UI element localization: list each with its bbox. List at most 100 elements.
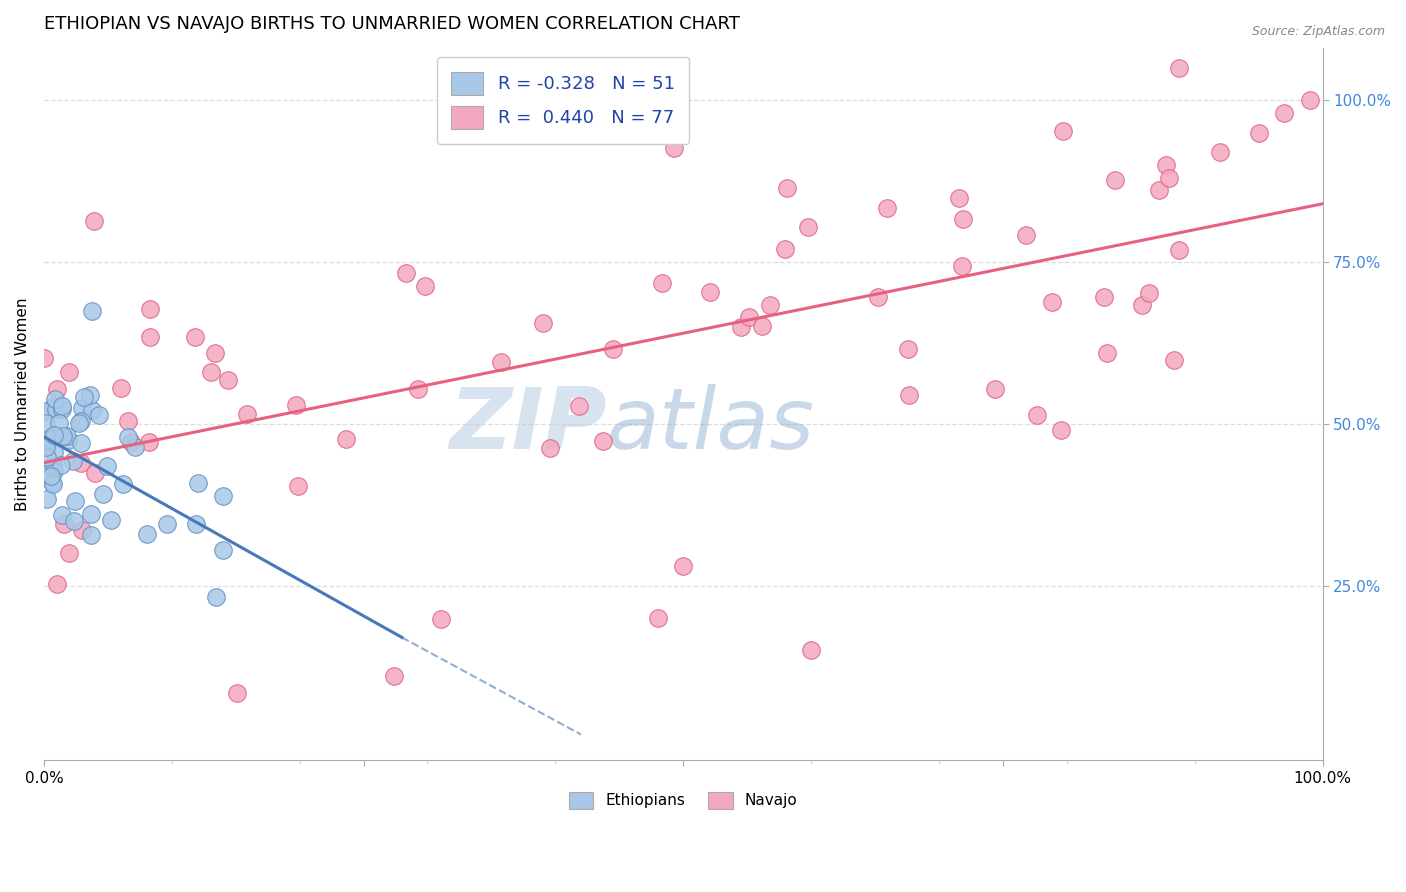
Point <box>38 432 60 446</box>
Point <box>211 543 233 558</box>
Point <box>876 202 898 216</box>
Point <box>738 310 761 325</box>
Point <box>110 381 132 395</box>
Point <box>672 559 695 574</box>
Point <box>1154 158 1177 172</box>
Point <box>1147 183 1170 197</box>
Point <box>84 466 107 480</box>
Point <box>335 432 357 446</box>
Point <box>45 382 67 396</box>
Point <box>62 514 84 528</box>
Point <box>759 297 782 311</box>
Point <box>1299 93 1322 107</box>
Point <box>1052 124 1074 138</box>
Point <box>91 487 114 501</box>
Point <box>45 402 67 417</box>
Point <box>775 180 797 194</box>
Point <box>96 458 118 473</box>
Point <box>58 365 80 379</box>
Point <box>236 408 259 422</box>
Point <box>395 266 418 280</box>
Point <box>139 330 162 344</box>
Point <box>200 365 222 379</box>
Point <box>538 441 561 455</box>
Point <box>205 590 228 604</box>
Point <box>41 458 63 473</box>
Point <box>80 507 103 521</box>
Text: Source: ZipAtlas.com: Source: ZipAtlas.com <box>1251 25 1385 38</box>
Point <box>897 342 920 356</box>
Point <box>42 476 65 491</box>
Point <box>225 685 247 699</box>
Point <box>34 404 56 418</box>
Point <box>124 440 146 454</box>
Point <box>56 434 79 448</box>
Point <box>751 319 773 334</box>
Y-axis label: Births to Unmarried Women: Births to Unmarried Women <box>15 298 30 511</box>
Point <box>948 191 970 205</box>
Point <box>117 429 139 443</box>
Point <box>69 414 91 428</box>
Point <box>44 392 66 406</box>
Point <box>70 436 93 450</box>
Point <box>89 409 111 423</box>
Point <box>52 429 75 443</box>
Point <box>217 373 239 387</box>
Point <box>52 516 75 531</box>
Point <box>41 400 63 414</box>
Point <box>651 277 673 291</box>
Point <box>212 489 235 503</box>
Point <box>797 220 820 235</box>
Point <box>285 398 308 412</box>
Point <box>100 513 122 527</box>
Text: atlas: atlas <box>606 384 814 467</box>
Point <box>70 456 93 470</box>
Point <box>34 441 56 455</box>
Point <box>382 669 405 683</box>
Point <box>1168 243 1191 257</box>
Point <box>138 435 160 450</box>
Point <box>1104 172 1126 186</box>
Point <box>1042 294 1064 309</box>
Point <box>51 458 73 472</box>
Point <box>41 475 63 489</box>
Point <box>406 382 429 396</box>
Point <box>187 475 209 490</box>
Point <box>45 577 67 591</box>
Point <box>602 343 624 357</box>
Point <box>79 387 101 401</box>
Point <box>800 643 823 657</box>
Point <box>699 285 721 299</box>
Point <box>35 416 58 430</box>
Point <box>898 388 921 402</box>
Point <box>1247 126 1270 140</box>
Point <box>413 279 436 293</box>
Point <box>138 302 160 317</box>
Point <box>773 242 796 256</box>
Point <box>1130 297 1153 311</box>
Point <box>1272 106 1295 120</box>
Point <box>1026 409 1049 423</box>
Text: ZIP: ZIP <box>449 384 606 467</box>
Point <box>952 211 974 226</box>
Point <box>117 414 139 428</box>
Point <box>184 517 207 532</box>
Point <box>662 141 685 155</box>
Point <box>592 434 614 448</box>
Point <box>531 316 554 330</box>
Point <box>120 434 142 449</box>
Point <box>82 403 104 417</box>
Point <box>647 611 669 625</box>
Point <box>70 523 93 537</box>
Point <box>79 527 101 541</box>
Point <box>51 508 73 523</box>
Point <box>44 445 66 459</box>
Point <box>135 527 157 541</box>
Point <box>1095 346 1118 360</box>
Point <box>83 213 105 227</box>
Point <box>35 492 58 507</box>
Legend: Ethiopians, Navajo: Ethiopians, Navajo <box>561 784 806 817</box>
Point <box>37 450 59 464</box>
Point <box>1168 61 1191 75</box>
Point <box>983 382 1005 396</box>
